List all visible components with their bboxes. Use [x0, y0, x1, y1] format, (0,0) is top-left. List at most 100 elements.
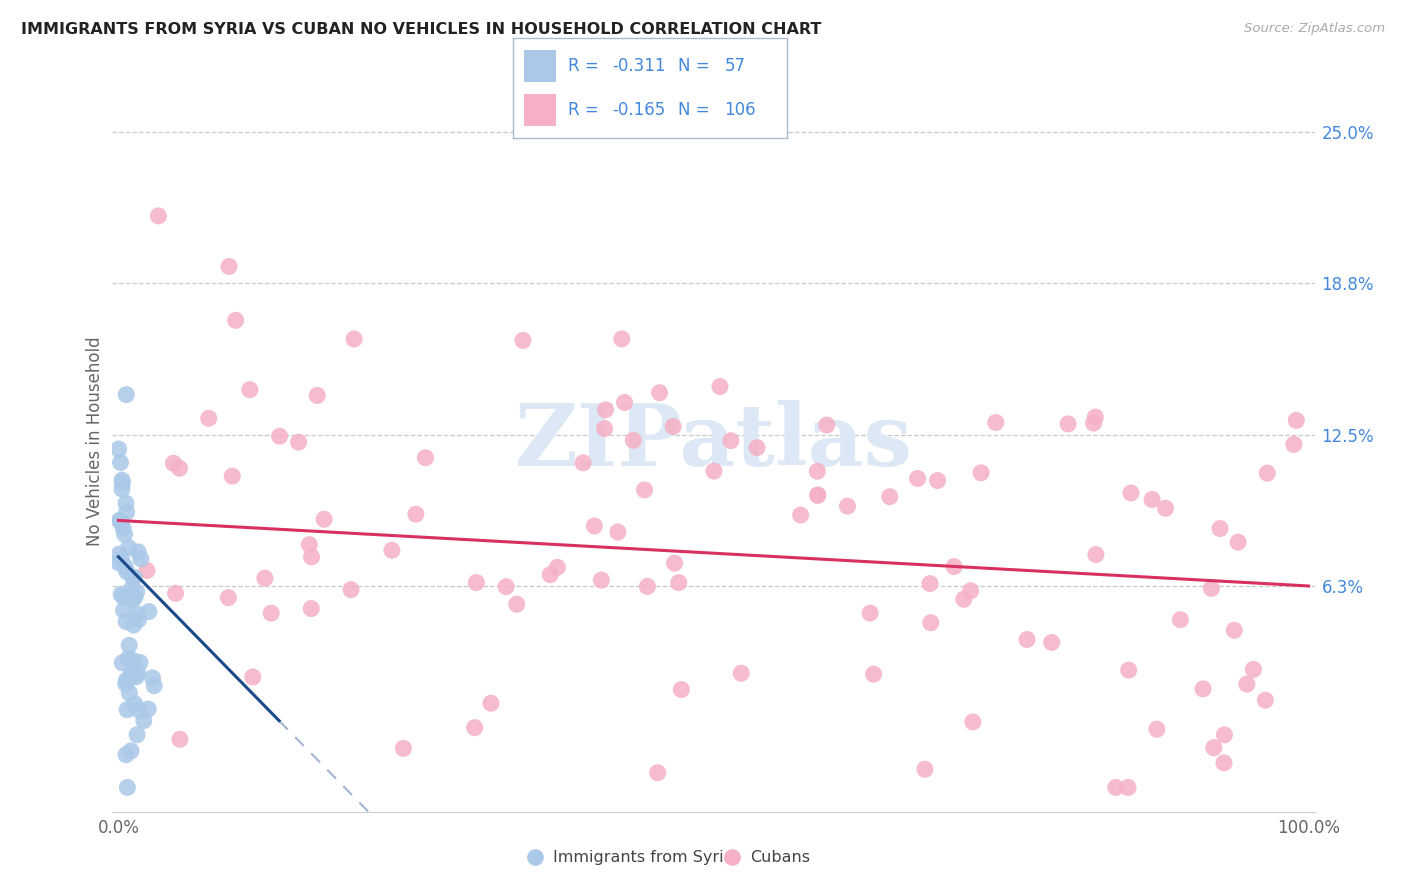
Point — [862, 667, 884, 681]
Point — [127, 545, 149, 559]
Point — [298, 537, 321, 551]
Point — [111, 656, 134, 670]
Point — [392, 741, 415, 756]
Point — [343, 332, 366, 346]
Point — [124, 570, 146, 584]
Point — [125, 607, 148, 621]
Point — [1223, 624, 1246, 638]
Point — [1154, 501, 1177, 516]
Bar — [524, 50, 555, 82]
Point — [314, 512, 336, 526]
Text: 106: 106 — [724, 102, 756, 120]
Point — [129, 551, 152, 566]
Point — [593, 421, 616, 435]
Point — [221, 469, 243, 483]
Point — [132, 714, 155, 728]
Point — [121, 592, 143, 607]
Point — [122, 668, 145, 682]
Point — [120, 744, 142, 758]
Point — [218, 260, 240, 274]
Point — [621, 434, 644, 448]
Point — [115, 387, 138, 401]
Point — [138, 605, 160, 619]
Point — [260, 606, 283, 620]
Point — [1084, 410, 1107, 425]
Point — [1057, 417, 1080, 431]
Point — [668, 575, 690, 590]
Point — [107, 442, 129, 456]
Point — [523, 850, 546, 864]
Point — [815, 418, 838, 433]
Point — [162, 456, 184, 470]
Text: -0.311: -0.311 — [612, 57, 665, 75]
Point — [943, 559, 966, 574]
Point — [121, 570, 143, 584]
Point — [959, 583, 981, 598]
Point — [479, 696, 502, 710]
Text: R =: R = — [568, 102, 605, 120]
Point — [405, 507, 427, 521]
Point — [1105, 780, 1128, 795]
Point — [1170, 613, 1192, 627]
Point — [136, 702, 159, 716]
Point — [112, 521, 135, 535]
Point — [465, 575, 488, 590]
Point — [837, 499, 859, 513]
Point — [122, 653, 145, 667]
Text: Source: ZipAtlas.com: Source: ZipAtlas.com — [1244, 22, 1385, 36]
Point — [1118, 663, 1140, 677]
Point — [117, 780, 139, 795]
Text: ZIPatlas: ZIPatlas — [515, 400, 912, 483]
Point — [1192, 681, 1215, 696]
Point — [114, 677, 136, 691]
Text: Immigrants from Syria: Immigrants from Syria — [553, 850, 734, 864]
Point — [118, 638, 141, 652]
Point — [495, 580, 517, 594]
Point — [108, 514, 131, 528]
Text: N =: N = — [678, 102, 714, 120]
Point — [1213, 728, 1236, 742]
Point — [148, 209, 170, 223]
Point — [610, 332, 633, 346]
Point — [127, 665, 149, 680]
Point — [806, 464, 828, 478]
Point — [217, 591, 239, 605]
Point — [115, 703, 138, 717]
Point — [613, 395, 636, 409]
Point — [920, 615, 942, 630]
Point — [112, 603, 135, 617]
Point — [918, 576, 941, 591]
Point — [636, 579, 658, 593]
Point — [115, 747, 138, 762]
Point — [122, 618, 145, 632]
Text: 57: 57 — [724, 57, 745, 75]
Point — [415, 450, 437, 465]
Bar — [524, 95, 555, 127]
Point — [1201, 582, 1223, 596]
Point — [340, 582, 363, 597]
Point — [1241, 662, 1264, 676]
Point — [664, 556, 686, 570]
Point — [633, 483, 655, 497]
Point — [112, 590, 135, 604]
Point — [118, 686, 141, 700]
Point — [671, 682, 693, 697]
Point — [110, 455, 132, 469]
Point — [269, 429, 291, 443]
Point — [111, 482, 134, 496]
Point — [952, 592, 974, 607]
Point — [135, 564, 157, 578]
Point — [789, 508, 811, 522]
Point — [648, 385, 671, 400]
Point — [197, 411, 219, 425]
Point — [127, 613, 149, 627]
Point — [301, 549, 323, 564]
Point — [1282, 437, 1305, 451]
Point — [538, 567, 561, 582]
Point — [1285, 413, 1308, 427]
Point — [1236, 677, 1258, 691]
Text: -0.165: -0.165 — [612, 102, 665, 120]
Point — [111, 552, 134, 566]
Point — [124, 590, 146, 604]
Point — [115, 505, 138, 519]
